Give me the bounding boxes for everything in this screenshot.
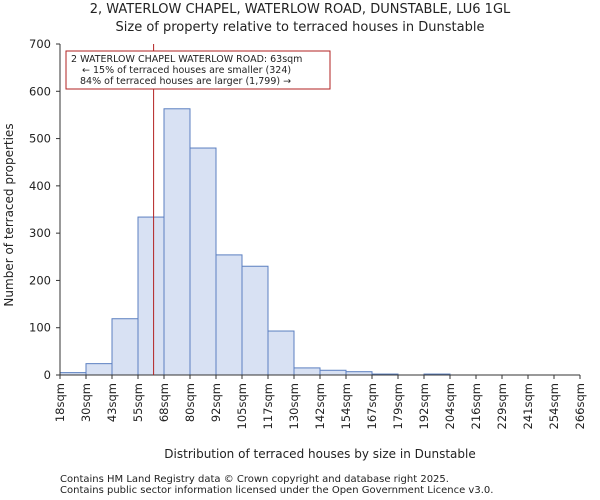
bar-105sqm [241, 265, 269, 376]
footer-line-1: Contains HM Land Registry data © Crown c… [60, 474, 449, 485]
x-tick-label: 204sqm [443, 383, 457, 429]
x-tick-label: 130sqm [287, 383, 301, 429]
x-tick-label: 142sqm [313, 383, 327, 429]
x-tick-label: 30sqm [79, 383, 93, 422]
annotation-box [65, 50, 331, 90]
y-tick-label: 600 [29, 84, 51, 98]
y-ticks-group: 0 100 200 300 400 500 600 700 [29, 37, 60, 382]
bar-142sqm [319, 369, 347, 376]
bar-68sqm [163, 108, 191, 376]
x-tick-label: 216sqm [469, 383, 483, 429]
x-tick-label: 179sqm [391, 383, 405, 429]
x-ticks-group: 18sqm 30sqm 43sqm 55sqm 68sqm 80sqm 92sqm 105sq… [53, 375, 587, 429]
bars-group [59, 108, 451, 376]
bar-55sqm [137, 216, 165, 376]
x-tick-label: 43sqm [105, 383, 119, 422]
chart-title: 2, WATERLOW CHAPEL, WATERLOW ROAD, DUNST… [89, 2, 511, 17]
x-tick-label: 55sqm [131, 383, 145, 422]
x-tick-label: 68sqm [157, 383, 171, 422]
y-tick-label: 500 [29, 132, 51, 146]
bar-130sqm [293, 367, 321, 376]
y-tick-label: 400 [29, 179, 51, 193]
bar-92sqm [215, 254, 243, 376]
footer-line-2: Contains public sector information licen… [60, 485, 494, 496]
x-tick-label: 154sqm [339, 383, 353, 429]
bar-80sqm [189, 147, 217, 376]
x-axis-label: Distribution of terraced houses by size … [164, 447, 475, 461]
y-tick-label: 100 [29, 321, 51, 335]
x-tick-label: 167sqm [365, 383, 379, 429]
annotation-line-3: 84% of terraced houses are larger (1,799… [80, 76, 291, 87]
chart-subtitle: Size of property relative to terraced ho… [115, 20, 485, 35]
annotation-line-2: ← 15% of terraced houses are smaller (32… [82, 65, 291, 76]
y-tick-label: 300 [29, 226, 51, 240]
y-axis-label: Number of terraced properties [2, 123, 16, 306]
bar-117sqm [267, 330, 295, 376]
x-tick-label: 254sqm [547, 383, 561, 429]
x-tick-label: 266sqm [573, 383, 587, 429]
bar-43sqm [111, 318, 139, 376]
x-tick-label: 80sqm [183, 383, 197, 422]
x-tick-label: 192sqm [417, 383, 431, 429]
x-tick-label: 105sqm [235, 383, 249, 429]
y-tick-label: 200 [29, 273, 51, 287]
x-tick-label: 117sqm [261, 383, 275, 429]
bar-30sqm [85, 363, 113, 376]
y-tick-label: 700 [29, 37, 51, 51]
x-tick-label: 229sqm [495, 383, 509, 429]
y-tick-label: 0 [44, 368, 51, 382]
annotation-line-1: 2 WATERLOW CHAPEL WATERLOW ROAD: 63sqm [71, 54, 302, 65]
x-tick-label: 92sqm [209, 383, 223, 422]
x-tick-label: 18sqm [53, 383, 67, 422]
x-tick-label: 241sqm [521, 383, 535, 429]
